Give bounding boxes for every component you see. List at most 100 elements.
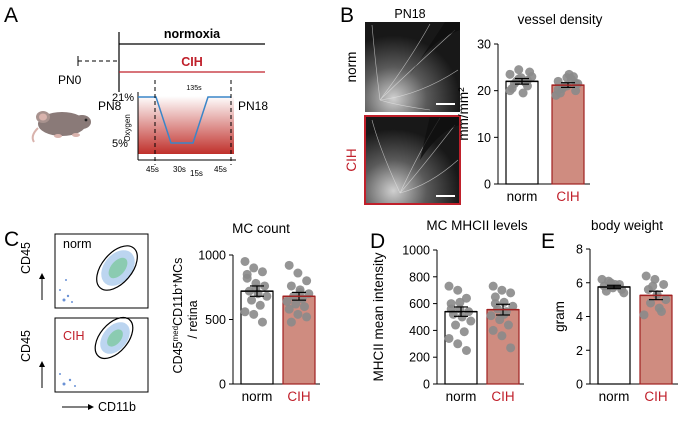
y-tick-label: 0 (219, 378, 226, 392)
y-tick-label: 0 (484, 178, 491, 192)
chart-vessel-density: vessel density 0 10 20 30 mm/mm² norm CIH (456, 12, 603, 204)
cd11b-label: CD11b (98, 400, 136, 414)
y-tick-label: 400 (409, 324, 430, 338)
data-point (560, 81, 570, 91)
data-point (562, 73, 572, 83)
cih-timeline-label: CIH (181, 55, 203, 69)
data-point (490, 292, 500, 302)
y-tick-label: 2 (576, 344, 583, 358)
data-point (466, 316, 476, 326)
data-point (291, 299, 301, 309)
pn8-label: PN8 (98, 99, 122, 113)
data-point (488, 325, 498, 335)
y-axis-label-line2: / retina (186, 300, 200, 338)
category-label: CIH (556, 189, 579, 204)
y-tick-label: 0 (423, 378, 430, 392)
data-point (641, 271, 651, 281)
category-label: CIH (644, 389, 667, 404)
t4-label: 45s (214, 165, 227, 174)
cih-image-label: CIH (344, 148, 359, 171)
oxygen-axis-label: Oxygen (123, 114, 132, 142)
y-tick-label: 6 (576, 276, 583, 290)
bar-cih (551, 84, 585, 185)
y-tick-label: 20 (477, 84, 491, 98)
o2-high-label: 21% (112, 92, 134, 104)
data-point (293, 268, 303, 278)
oxygen-trace (138, 96, 231, 144)
data-point (249, 263, 259, 273)
y-tick-label: 1000 (402, 244, 430, 258)
y-tick-label: 4 (576, 310, 583, 324)
data-point (508, 301, 518, 311)
data-point (652, 290, 662, 300)
category-label: norm (242, 389, 273, 404)
data-point (457, 312, 467, 322)
data-point (505, 69, 515, 79)
chart-title: MC MHCII levels (426, 218, 528, 233)
bar-norm (505, 80, 539, 185)
data-point (453, 339, 463, 349)
chart-title: vessel density (518, 12, 603, 27)
data-point (255, 300, 265, 310)
category-label: CIH (287, 389, 310, 404)
data-point (497, 285, 507, 295)
norm-image-label: norm (344, 52, 359, 83)
data-point (505, 86, 515, 96)
panel-letter-d: D (370, 230, 385, 253)
o2-low-label: 5% (112, 138, 128, 150)
data-point (293, 309, 303, 319)
panel-a: A normoxia CIH PN0 PN8 PN18 21% 5% Oxyg (4, 4, 268, 178)
data-point (240, 307, 250, 317)
y-tick-label: 8 (576, 243, 583, 257)
data-point (639, 310, 649, 320)
retina-image-norm: norm (344, 22, 460, 112)
data-point (444, 281, 454, 291)
data-point (659, 279, 669, 289)
retina-image-title: PN18 (394, 7, 425, 21)
category-label: norm (507, 189, 538, 204)
y-tick-label: 10 (477, 131, 491, 145)
y-tick-label: 800 (409, 270, 430, 284)
category-label: CIH (491, 389, 514, 404)
data-point (247, 295, 257, 305)
data-point (661, 295, 671, 305)
data-point (503, 320, 513, 330)
y-tick-label: 200 (409, 351, 430, 365)
y-tick-label: 0 (576, 378, 583, 392)
y-tick-label: 30 (477, 38, 491, 52)
y-tick-label: 600 (409, 297, 430, 311)
data-point (286, 281, 296, 291)
data-point (299, 302, 309, 312)
chart-body-weight: body weight 0 2 4 6 8 gram norm CIH (552, 218, 678, 404)
y-axis-label: gram (552, 301, 567, 332)
data-point (444, 333, 454, 343)
data-point (459, 327, 469, 337)
data-point (656, 306, 666, 316)
chart-title: MC count (232, 221, 290, 236)
data-point (604, 276, 614, 286)
y-axis-label: mm/mm² (456, 87, 471, 141)
data-point (506, 288, 516, 298)
category-label: norm (446, 389, 477, 404)
data-point (486, 311, 496, 321)
data-point (619, 288, 629, 298)
data-point (461, 346, 471, 355)
data-point (286, 317, 296, 327)
data-point (461, 293, 471, 303)
data-point (284, 304, 294, 314)
panel-letter-e: E (541, 230, 555, 253)
y-axis-label: CD45medCD11b+MCs (171, 258, 185, 374)
t1-label: 45s (146, 165, 159, 174)
data-point (302, 312, 312, 322)
mouse-icon (31, 111, 91, 143)
panel-b: B PN18 norm (340, 4, 461, 205)
retina-image-cih: CIH (344, 115, 461, 205)
chart-mhcii-levels: MC MHCII levels 0 200 400 600 800 1000 MHCII me… (371, 218, 528, 404)
data-point (646, 298, 656, 308)
flow-cih-label: CIH (63, 329, 85, 343)
flow-plot-norm: norm (54, 233, 149, 309)
y-tick-label: 1000 (198, 249, 226, 263)
flow-top-cd45-label: CD45 (19, 242, 33, 274)
